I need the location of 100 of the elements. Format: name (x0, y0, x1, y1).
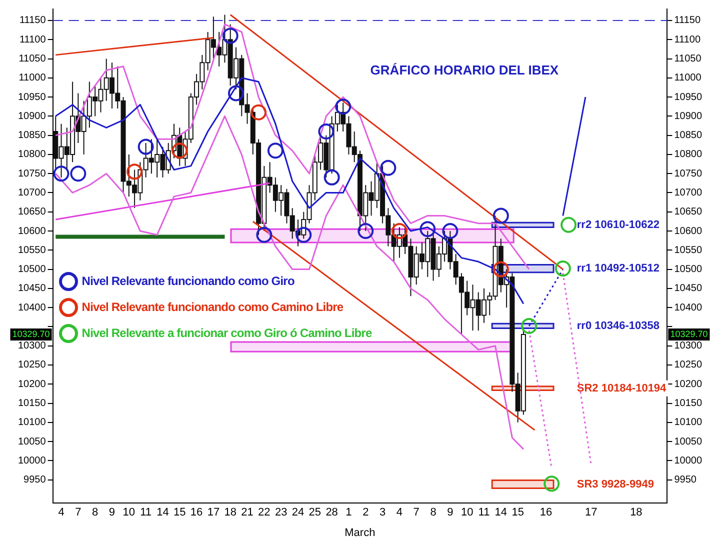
y2-tick-label: 11000 (674, 72, 702, 84)
point (228, 85, 244, 102)
x-tick-label: 28 (326, 506, 338, 518)
text: 10329.70 (12, 328, 50, 339)
x-tick-label: 17 (207, 506, 220, 518)
y-tick-label: 10050 (18, 436, 46, 448)
x-tick-label: 21 (241, 506, 254, 518)
point (554, 260, 571, 277)
x-tick-label: 23 (274, 506, 288, 518)
point (172, 142, 188, 159)
point (324, 169, 340, 186)
x-tick-label: 17 (584, 506, 598, 518)
band-label: SR3 9928-9949 (576, 478, 654, 490)
band-label: rr0 10346-10358 (576, 320, 660, 332)
y2-tick-label: 11050 (674, 54, 702, 65)
x-tick-label: 18 (630, 506, 642, 518)
y2-tick-label: 9950 (674, 474, 697, 486)
band-label: rr1 10492-10512 (576, 262, 660, 275)
x-axis-title: March (344, 526, 376, 539)
y-tick-label: 10700 (18, 187, 46, 198)
point (492, 261, 509, 278)
y2-tick-label: 11100 (674, 34, 701, 46)
y2-tick-label: 11150 (674, 15, 701, 26)
x-tick-label: 1 (346, 506, 352, 518)
point (380, 160, 396, 176)
point (138, 138, 154, 155)
point (53, 166, 70, 182)
point (492, 208, 509, 224)
y-tick-label: 11100 (19, 34, 46, 46)
y-tick-label: 10400 (18, 302, 46, 314)
x-tick-label: 10 (460, 506, 474, 518)
y2-tick-label: 10900 (674, 110, 702, 122)
y-tick-label: 11050 (18, 54, 46, 65)
x-tick-label: 11 (478, 506, 490, 518)
point (358, 223, 374, 240)
point (296, 226, 312, 243)
y2-tick-label: 10100 (674, 417, 702, 428)
point (420, 221, 436, 238)
point (126, 164, 143, 180)
x-tick-label: 15 (174, 506, 186, 518)
band-label: rr2 10610-10622 (576, 218, 660, 231)
x-tick-label: 3 (379, 506, 386, 518)
y2-tick-label: 10650 (674, 206, 702, 218)
x-tick-label: 22 (258, 506, 270, 518)
y-tick-label: 10150 (18, 398, 46, 410)
y-tick-label: 10600 (18, 226, 46, 237)
y-tick-label: 10550 (18, 244, 46, 256)
text: 10329.70 (670, 328, 708, 339)
x-tick-label: 7 (75, 506, 82, 518)
point (267, 142, 284, 159)
band-label: SR2 10184-10194 (576, 382, 668, 394)
y2-tick-label: 10600 (674, 226, 702, 237)
point (222, 28, 238, 44)
y2-tick-label: 10400 (674, 302, 702, 314)
x-tick-label: 14 (494, 506, 508, 518)
y2-tick-label: 10750 (674, 168, 702, 180)
y-tick-label: 10250 (18, 360, 46, 371)
x-tick-label: 8 (430, 506, 436, 518)
x-tick-label: 4 (58, 506, 64, 518)
legend-label: Nivel Relevante funcionando como Camino Libre (82, 300, 344, 314)
y2-tick-label: 10000 (674, 455, 702, 466)
x-tick-label: 24 (292, 506, 304, 518)
y-tick-label: 10850 (18, 130, 46, 142)
point (442, 223, 458, 240)
y-tick-label: 10800 (18, 149, 46, 160)
y-tick-label: 10450 (18, 283, 46, 294)
x-tick-label: 18 (224, 506, 236, 518)
x-tick-label: 11 (140, 506, 152, 518)
y-tick-label: 10200 (18, 378, 46, 390)
point (560, 216, 577, 233)
y2-tick-label: 10850 (674, 130, 702, 142)
point (544, 476, 560, 492)
y-tick-label: 10750 (18, 168, 46, 180)
x-tick-label: 14 (156, 506, 169, 518)
y2-tick-label: 10300 (674, 340, 702, 352)
point (70, 166, 86, 182)
point (391, 223, 408, 240)
y-tick-label: 10100 (18, 417, 46, 428)
legend-label: Nivel Relevante funcionando como Giro (82, 274, 294, 288)
y-tick-label: 10500 (18, 264, 46, 276)
y-tick-label: 10950 (18, 92, 46, 103)
x-tick-label: 9 (447, 506, 454, 518)
x-tick-label: 8 (92, 506, 98, 518)
y2-tick-label: 10500 (674, 264, 702, 276)
x-tick-label: 16 (190, 506, 203, 518)
point (250, 104, 267, 120)
y2-tick-label: 10200 (674, 378, 702, 390)
y2-tick-label: 10800 (674, 149, 702, 160)
y2-tick-label: 10550 (674, 244, 702, 256)
y2-tick-label: 10250 (674, 360, 702, 371)
x-tick-label: 10 (122, 506, 136, 518)
y2-tick-label: 10700 (674, 187, 702, 198)
text: GRÁFICO HORARIO DEL IBEX (370, 62, 559, 78)
point (521, 318, 538, 334)
y2-tick-label: 10050 (674, 436, 702, 448)
y-tick-label: 10900 (18, 110, 46, 122)
x-tick-label: 16 (540, 506, 552, 518)
y-tick-label: 10000 (18, 455, 46, 466)
x-tick-label: 25 (308, 506, 322, 518)
point (318, 123, 334, 140)
